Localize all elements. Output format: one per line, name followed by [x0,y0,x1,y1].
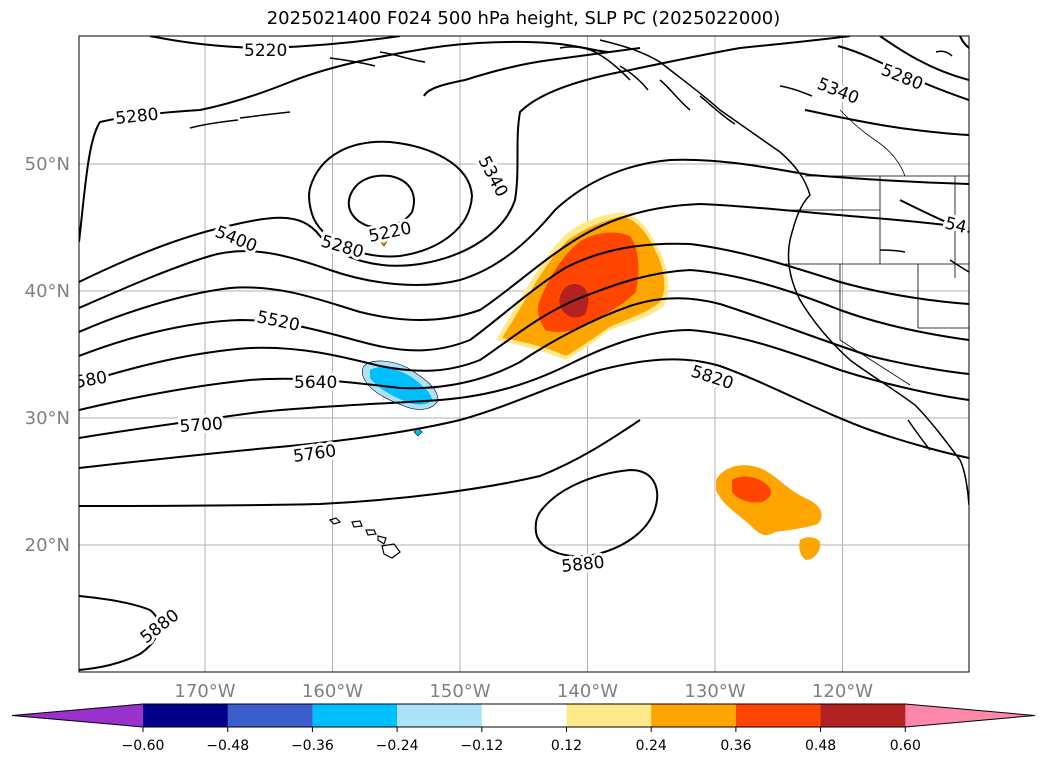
contour-label: 5700 [179,414,224,437]
colorbar-tick-label: −0.48 [206,738,249,754]
map-panel: 5220 5280 5340 5220 5280 5400 5520 5640 … [79,36,969,672]
colorbar-tick-label: −0.60 [122,738,165,754]
colorbar-segment [820,704,906,727]
colorbar-extend-high [905,704,1035,727]
colorbar-segment [651,704,737,727]
latitude-tick-label: 40°N [25,281,70,302]
hawaii-islands [328,517,401,559]
colorbar-tick-label: −0.36 [291,738,334,754]
colorbar-segment [735,704,822,727]
colorbar-tick-label: 0.36 [720,738,751,754]
colorbar-segment [566,704,652,727]
positive-anomaly-subtropics [375,235,822,560]
latitude-tick-label: 20°N [25,535,70,556]
colorbar-tick-label: 0.24 [636,738,667,754]
colorbar-tick-label: −0.24 [376,738,419,754]
colorbar [11,703,1036,732]
colorbar-segment [397,704,483,727]
longitude-tick-label: 130°W [684,681,745,702]
map-title: 2025021400 F024 500 hPa height, SLP PC (… [266,8,781,29]
longitude-tick-label: 150°W [429,681,490,702]
colorbar-extend-low [12,704,143,727]
colorbar-tick-label: 0.12 [551,738,582,754]
contour-label: 5640 [294,373,337,393]
map-frame [78,35,970,673]
latitude-tick-label: 50°N [25,154,70,175]
colorbar-segment [143,704,229,727]
height-contours [79,36,969,671]
colorbar-tick-label: 0.48 [805,738,836,754]
longitude-tick-label: 120°W [812,681,873,702]
colorbar-labels: −0.60 −0.48 −0.36 −0.24 −0.12 0.12 0.24 0.36 0.4… [122,738,921,754]
longitude-tick-label: 160°W [302,681,363,702]
contour-label: 5220 [244,41,287,61]
colorbar-segment [312,704,398,727]
longitude-tick-label: 140°W [557,681,618,702]
negative-anomaly-region [361,360,439,437]
latitude-tick-label: 30°N [25,408,70,429]
longitude-labels: 170°W 160°W 150°W 140°W 130°W 120°W [174,681,873,702]
colorbar-segment [227,704,313,727]
longitude-tick-label: 170°W [174,681,235,702]
colorbar-tick-label: −0.12 [460,738,503,754]
latitude-labels: 50°N 40°N 30°N 20°N [25,154,70,556]
colorbar-segment [481,704,567,727]
colorbar-tick-label: 0.60 [890,738,921,754]
